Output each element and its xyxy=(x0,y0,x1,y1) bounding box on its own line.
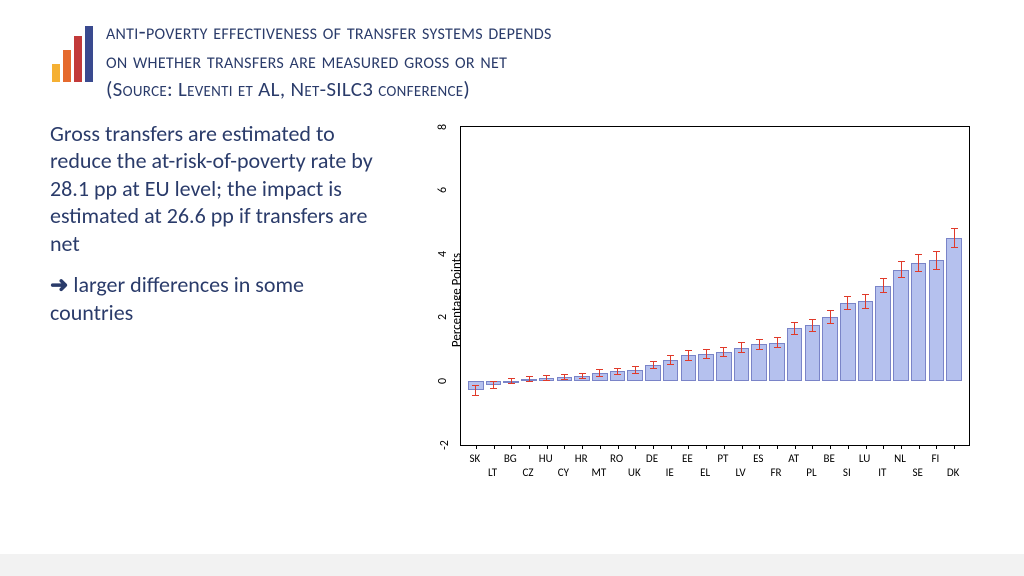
bar xyxy=(946,238,962,381)
bar-chart: Percentage Points -202468 SKBGHUHRRODEEE… xyxy=(410,120,980,520)
x-label: NL xyxy=(894,452,906,465)
x-label: MT xyxy=(591,466,606,479)
x-label: AT xyxy=(788,452,799,465)
error-bar xyxy=(759,339,760,350)
x-label: PT xyxy=(717,452,728,465)
error-bar xyxy=(653,361,654,370)
y-tick: 4 xyxy=(436,251,450,257)
title-line-2: on whether transfers are measured gross … xyxy=(106,47,507,75)
bar xyxy=(893,270,909,381)
error-bar xyxy=(865,294,866,309)
error-bar xyxy=(777,337,778,348)
slide: anti-poverty effectiveness of transfer s… xyxy=(0,0,1024,576)
x-label: IT xyxy=(878,466,886,479)
error-bar xyxy=(794,322,795,335)
bar xyxy=(822,317,838,381)
x-label: FR xyxy=(770,466,781,479)
x-label: BG xyxy=(504,452,517,465)
error-bar xyxy=(812,319,813,332)
bars-layer xyxy=(461,127,969,445)
error-bar xyxy=(546,375,547,381)
error-bar xyxy=(901,261,902,279)
bar xyxy=(805,325,821,381)
header: anti-poverty effectiveness of transfer s… xyxy=(0,0,1024,102)
slide-subtitle: (Source: Leventi et AL, Net-SILC3 confer… xyxy=(106,76,994,102)
x-label: CY xyxy=(558,466,569,479)
error-bar xyxy=(617,368,618,376)
error-bar xyxy=(670,355,671,365)
bar xyxy=(787,328,803,380)
bar xyxy=(929,260,945,381)
y-tick: 2 xyxy=(436,314,450,320)
title-line-1: anti-poverty effectiveness of transfer s… xyxy=(106,18,552,46)
error-bar xyxy=(564,374,565,380)
error-bar xyxy=(493,381,494,389)
error-bar xyxy=(688,350,689,360)
paragraph-1: Gross transfers are estimated to reduce … xyxy=(50,120,390,258)
error-bar xyxy=(954,228,955,248)
x-label: EL xyxy=(700,466,710,479)
y-tick: -2 xyxy=(438,440,452,450)
y-tick: 8 xyxy=(436,123,450,129)
slide-title: anti-poverty effectiveness of transfer s… xyxy=(106,18,994,76)
x-label: RO xyxy=(610,452,623,465)
title-block: anti-poverty effectiveness of transfer s… xyxy=(106,18,994,102)
paragraph-2: ➜ larger differences in some countries xyxy=(50,271,390,326)
x-label: HU xyxy=(539,452,553,465)
x-label: UK xyxy=(628,466,641,479)
x-label: PL xyxy=(806,466,816,479)
plot-area xyxy=(460,126,970,446)
x-label: HR xyxy=(575,452,588,465)
error-bar xyxy=(918,254,919,272)
y-tick: 6 xyxy=(436,187,450,193)
error-bar xyxy=(635,366,636,374)
error-bar xyxy=(582,373,583,379)
error-bar xyxy=(936,251,937,270)
x-label: ES xyxy=(753,452,763,465)
bar xyxy=(875,286,891,381)
bar xyxy=(769,343,785,381)
error-bar xyxy=(847,296,848,310)
x-label: EE xyxy=(682,452,693,465)
error-bar xyxy=(883,278,884,294)
error-bar xyxy=(529,376,530,382)
error-bar xyxy=(830,310,831,324)
x-label: LV xyxy=(736,466,746,479)
x-label: CZ xyxy=(522,466,533,479)
x-label: FI xyxy=(932,452,940,465)
x-label: SI xyxy=(843,466,851,479)
x-label: BE xyxy=(823,452,834,465)
error-bar xyxy=(723,347,724,357)
x-label: IE xyxy=(666,466,674,479)
x-label: DE xyxy=(646,452,658,465)
body: Gross transfers are estimated to reduce … xyxy=(0,102,1024,520)
arrow-icon: ➜ xyxy=(50,271,68,298)
x-label: SK xyxy=(469,452,480,465)
bar xyxy=(858,301,874,381)
error-bar xyxy=(511,378,512,384)
error-bar xyxy=(741,342,742,353)
error-bar xyxy=(475,385,476,396)
bars-logo-icon xyxy=(50,24,98,84)
footer-band xyxy=(0,554,1024,576)
bar xyxy=(840,303,856,381)
x-label: LT xyxy=(488,466,497,479)
text-column: Gross transfers are estimated to reduce … xyxy=(50,120,390,327)
paragraph-2-text: larger differences in some countries xyxy=(50,271,304,326)
bar xyxy=(911,263,927,381)
error-bar xyxy=(599,369,600,377)
y-tick: 0 xyxy=(436,378,450,384)
x-label: SE xyxy=(912,466,922,479)
error-bar xyxy=(706,349,707,359)
x-label: DK xyxy=(947,466,959,479)
x-label: LU xyxy=(859,452,870,465)
chart-column: Percentage Points -202468 SKBGHUHRRODEEE… xyxy=(410,120,1000,520)
